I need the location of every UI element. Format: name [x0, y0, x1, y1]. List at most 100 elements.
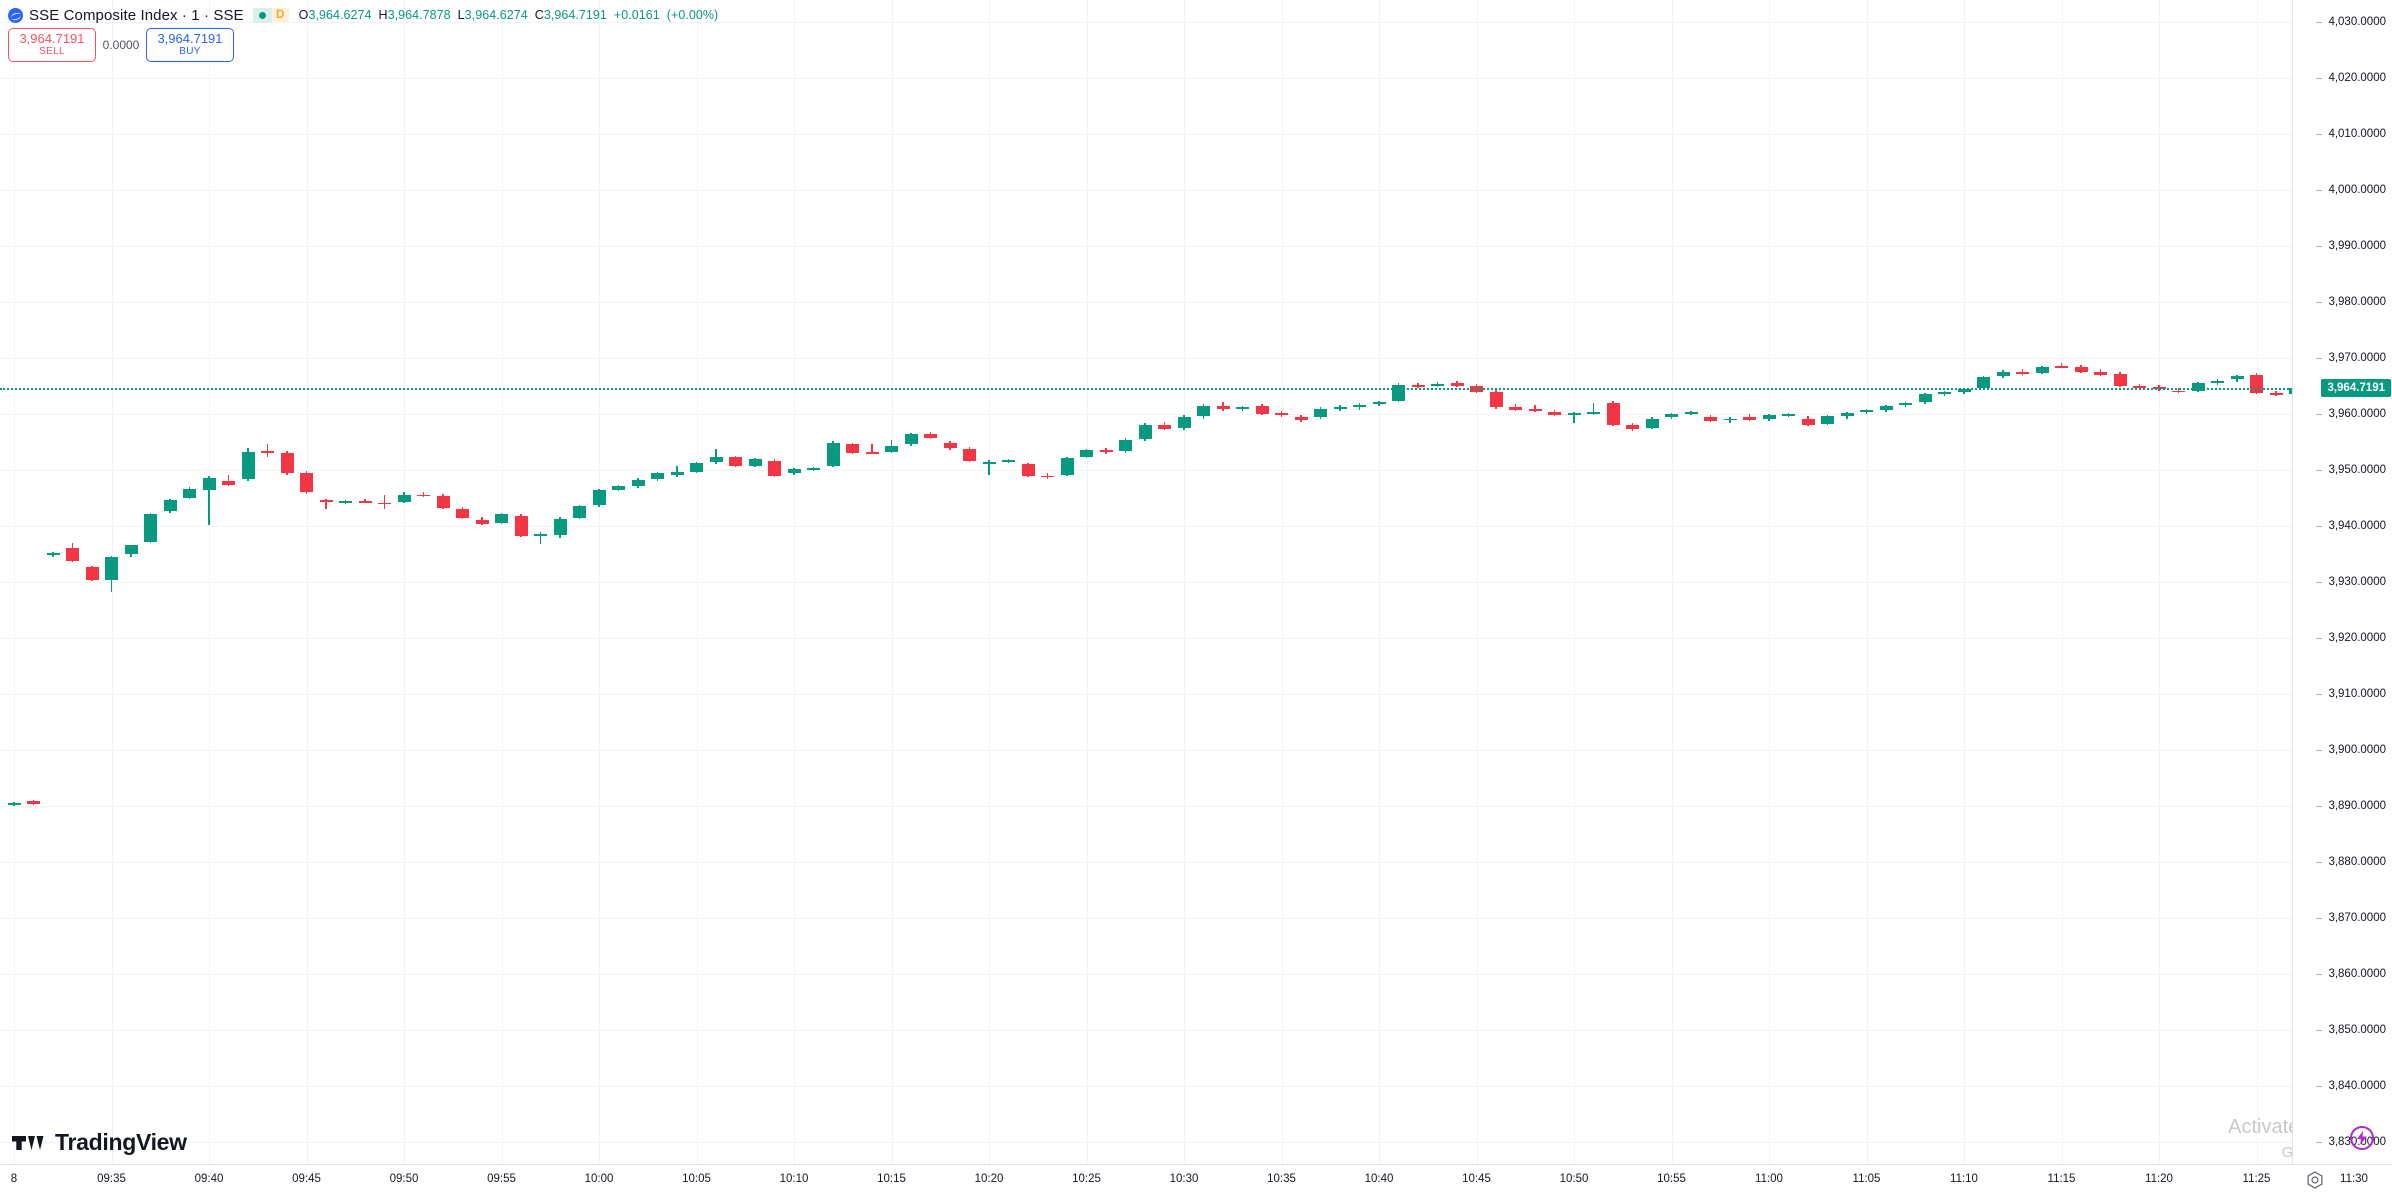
gridline-horizontal: [0, 134, 2292, 135]
candle-body: [1353, 405, 1366, 408]
candle-body: [124, 544, 138, 554]
candle-body: [1372, 401, 1386, 405]
ohlc-o-value: 3,964.6274: [308, 8, 372, 22]
market-status-pill[interactable]: D: [252, 7, 289, 23]
gridline-vertical: [1574, 0, 1575, 1164]
candle-body: [963, 448, 976, 462]
gridline-horizontal: [0, 1142, 2292, 1143]
time-axis-tick: 10:15: [877, 1173, 906, 1185]
tradingview-wordmark: TradingView: [55, 1129, 187, 1155]
candle-body: [2230, 376, 2244, 380]
buy-button[interactable]: 3,964.7191 BUY: [146, 28, 234, 62]
candle-body: [1158, 425, 1171, 429]
gridline-vertical: [892, 0, 893, 1164]
price-axis[interactable]: 4,030.0000 4,020.0000 4,010.0000 4,000.0000…: [2292, 0, 2392, 1164]
candle-body: [2211, 380, 2224, 383]
candle-wick: [383, 494, 386, 509]
time-axis-tick: 10:25: [1072, 1173, 1101, 1185]
ohlc-l-label: L: [457, 8, 465, 22]
sell-button[interactable]: 3,964.7191 SELL: [8, 28, 96, 62]
gridline-vertical: [112, 0, 113, 1164]
candle-body: [1509, 407, 1522, 410]
candle-body: [475, 519, 489, 524]
tradingview-logo: TradingView: [12, 1129, 187, 1156]
lightning-bolt-icon[interactable]: [2350, 1126, 2374, 1150]
gridline-horizontal: [0, 246, 2292, 247]
candle-body: [748, 458, 762, 466]
symbol-title[interactable]: SSE Composite Index · 1 · SSE: [29, 6, 244, 24]
candle-body: [1801, 418, 1815, 426]
price-axis-tick: 3,970.0000: [2316, 352, 2386, 365]
candle-body: [495, 514, 508, 523]
ohlc-values: O3,964.6274 H3,964.7878 L3,964.6274 C3,964.…: [299, 8, 719, 22]
candle-body: [729, 457, 742, 466]
candle-body: [378, 502, 391, 505]
time-axis-tick: 10:45: [1462, 1173, 1491, 1185]
gridline-vertical: [599, 0, 600, 1164]
price-axis-tick: 3,940.0000: [2316, 520, 2386, 533]
candle-wick: [2177, 388, 2180, 393]
candle-body: [2250, 374, 2263, 393]
candle-body: [202, 477, 216, 490]
price-axis-tick: 3,860.0000: [2316, 967, 2386, 980]
candle-body: [1255, 406, 1269, 415]
gridline-vertical: [989, 0, 990, 1164]
candle-body: [85, 567, 99, 580]
candle-body: [1177, 417, 1191, 428]
candle-body: [514, 515, 528, 537]
candle-wick: [1592, 402, 1595, 415]
candle-wick: [266, 444, 269, 457]
candle-body: [787, 468, 801, 474]
chart-legend: SSE Composite Index · 1 · SSE D O3,964.6…: [8, 4, 718, 26]
price-axis-tick: 3,990.0000: [2316, 240, 2386, 253]
candle-body: [358, 500, 372, 503]
gridline-vertical: [1964, 0, 1965, 1164]
market-open-dot-icon: [252, 7, 272, 23]
candle-body: [2191, 382, 2205, 391]
time-axis-tick: 11:20: [2145, 1173, 2173, 1185]
candle-body: [1548, 411, 1561, 416]
gridline-vertical: [2159, 0, 2160, 1164]
hexagon-settings-glyph: [2307, 1171, 2323, 1189]
gridline-vertical: [794, 0, 795, 1164]
ohlc-l-value: 3,964.6274: [464, 8, 528, 22]
candle-body: [280, 452, 294, 473]
time-axis[interactable]: 8 09:35 09:40 09:45 09:50 09:55 10:00 10:05 10:1…: [0, 1164, 2392, 1194]
candle-body: [690, 463, 703, 472]
candle-body: [1060, 457, 1074, 475]
ohlc-h-value: 3,964.7878: [387, 8, 451, 22]
candle-body: [1197, 406, 1210, 417]
candle-body: [1431, 383, 1444, 386]
gridline-horizontal: [0, 78, 2292, 79]
candle-body: [436, 495, 450, 508]
candle-body: [885, 446, 898, 452]
gridline-horizontal: [0, 974, 2292, 975]
candle-body: [573, 505, 586, 519]
candle-body: [1587, 411, 1600, 414]
price-axis-tick: 3,980.0000: [2316, 296, 2386, 309]
gridline-horizontal: [0, 470, 2292, 471]
candle-wick: [871, 444, 873, 454]
candle-body: [943, 443, 957, 448]
candle-body: [1002, 460, 1015, 462]
candle-body: [904, 434, 918, 445]
gridline-vertical: [1184, 0, 1185, 1164]
candle-body: [339, 500, 352, 503]
gridline-horizontal: [0, 694, 2292, 695]
gridline-vertical: [502, 0, 503, 1164]
candle-body: [183, 489, 196, 499]
candle-body: [456, 509, 469, 519]
candle-body: [7, 803, 21, 805]
candle-body: [2074, 367, 2088, 372]
gridline-horizontal: [0, 1030, 2292, 1031]
candle-wick: [325, 498, 327, 509]
chart-pane[interactable]: [0, 0, 2292, 1164]
gridline-vertical: [2257, 0, 2258, 1164]
candle-body: [2113, 373, 2127, 387]
time-axis-tick: 10:40: [1364, 1173, 1394, 1185]
gridline-horizontal: [0, 638, 2292, 639]
hexagon-settings-icon[interactable]: [2304, 1169, 2326, 1191]
candle-body: [241, 452, 255, 480]
candle-wick: [539, 532, 542, 545]
candle-body: [2035, 367, 2049, 373]
